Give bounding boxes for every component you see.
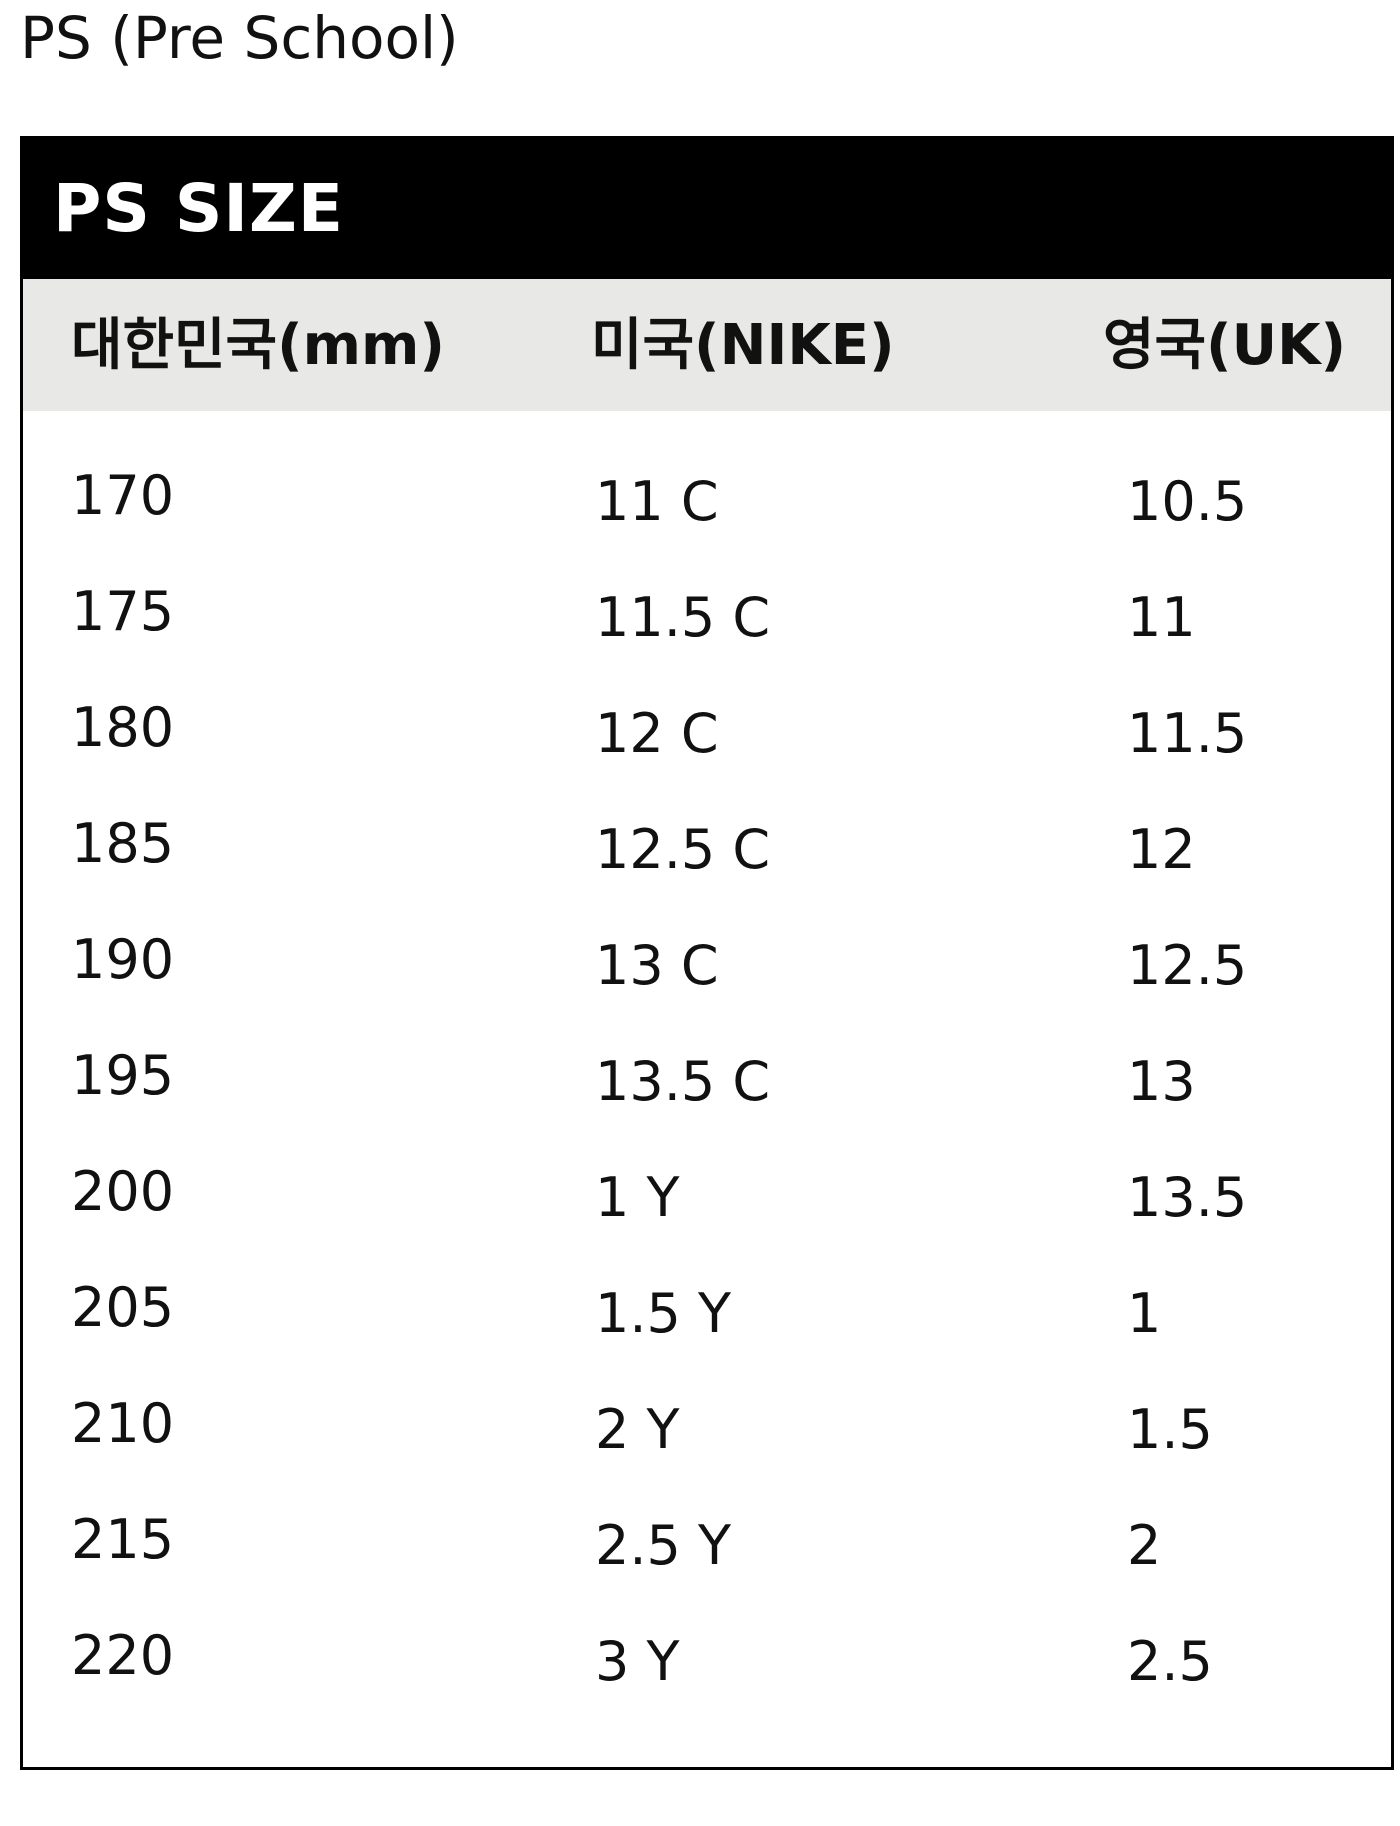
cell-us-nike: 3 Y <box>595 1630 680 1693</box>
table-body: 170 11 C 10.5 175 11.5 C 11 180 12 C 11.… <box>23 411 1391 1693</box>
cell-korea-mm: 185 <box>71 812 175 875</box>
cell-us-nike: 12.5 C <box>595 818 771 881</box>
table-row: 185 12.5 C 12 <box>23 759 1391 881</box>
cell-korea-mm: 210 <box>71 1392 175 1455</box>
cell-us-nike: 13 C <box>595 934 719 997</box>
cell-korea-mm: 175 <box>71 580 175 643</box>
cell-korea-mm: 190 <box>71 928 175 991</box>
table-row: 170 11 C 10.5 <box>23 411 1391 533</box>
cell-uk: 11.5 <box>1127 702 1248 765</box>
cell-us-nike: 12 C <box>595 702 719 765</box>
column-header-uk: 영국(UK) <box>1103 313 1347 378</box>
column-header-row: 대한민국(mm) 미국(NIKE) 영국(UK) <box>23 279 1391 411</box>
cell-us-nike: 1.5 Y <box>595 1282 732 1345</box>
cell-uk: 2.5 <box>1127 1630 1213 1693</box>
cell-uk: 1.5 <box>1127 1398 1213 1461</box>
cell-korea-mm: 180 <box>71 696 175 759</box>
cell-uk: 10.5 <box>1127 470 1248 533</box>
cell-us-nike: 13.5 C <box>595 1050 771 1113</box>
cell-uk: 12 <box>1127 818 1196 881</box>
table-row: 195 13.5 C 13 <box>23 991 1391 1113</box>
table-row: 175 11.5 C 11 <box>23 527 1391 649</box>
cell-uk: 13 <box>1127 1050 1196 1113</box>
cell-korea-mm: 200 <box>71 1160 175 1223</box>
cell-korea-mm: 220 <box>71 1624 175 1687</box>
cell-korea-mm: 195 <box>71 1044 175 1107</box>
cell-korea-mm: 215 <box>71 1508 175 1571</box>
cell-uk: 2 <box>1127 1514 1162 1577</box>
table-row: 200 1 Y 13.5 <box>23 1107 1391 1229</box>
table-header-bar: PS SIZE <box>23 139 1391 279</box>
table-row: 180 12 C 11.5 <box>23 643 1391 765</box>
cell-korea-mm: 205 <box>71 1276 175 1339</box>
table-row: 210 2 Y 1.5 <box>23 1339 1391 1461</box>
table-row: 220 3 Y 2.5 <box>23 1571 1391 1693</box>
table-row: 205 1.5 Y 1 <box>23 1223 1391 1345</box>
cell-us-nike: 2 Y <box>595 1398 680 1461</box>
table-title: PS SIZE <box>53 170 344 247</box>
cell-us-nike: 1 Y <box>595 1166 680 1229</box>
column-header-us-nike: 미국(NIKE) <box>591 313 895 378</box>
cell-us-nike: 11 C <box>595 470 719 533</box>
column-header-korea-mm: 대한민국(mm) <box>71 313 445 378</box>
table-row: 215 2.5 Y 2 <box>23 1455 1391 1577</box>
cell-us-nike: 2.5 Y <box>595 1514 732 1577</box>
cell-us-nike: 11.5 C <box>595 586 771 649</box>
cell-korea-mm: 170 <box>71 464 175 527</box>
page-title: PS (Pre School) <box>20 4 459 72</box>
cell-uk: 1 <box>1127 1282 1162 1345</box>
cell-uk: 13.5 <box>1127 1166 1248 1229</box>
cell-uk: 12.5 <box>1127 934 1248 997</box>
cell-uk: 11 <box>1127 586 1196 649</box>
size-chart-table: PS SIZE 대한민국(mm) 미국(NIKE) 영국(UK) 170 11 … <box>20 136 1394 1770</box>
table-row: 190 13 C 12.5 <box>23 875 1391 997</box>
